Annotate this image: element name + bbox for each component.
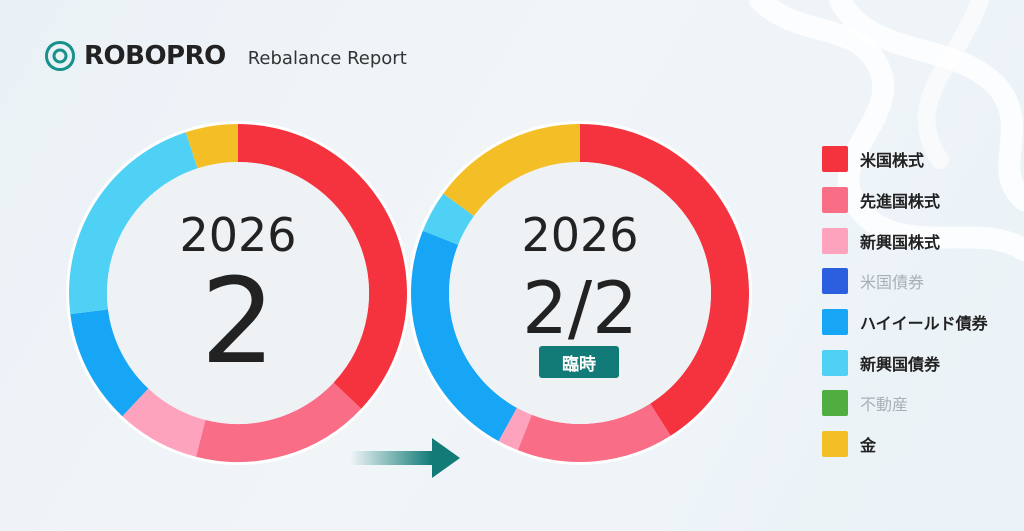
donut-slice [70, 308, 149, 417]
donut-center [449, 162, 711, 424]
legend-swatch [822, 431, 848, 458]
extraordinary-badge: 臨時 [539, 346, 619, 378]
new-period-date: 2/2 [522, 266, 638, 350]
donut-slice [517, 403, 671, 462]
legend-item: 米国株式 [822, 139, 988, 180]
arrow-right-icon [350, 438, 460, 478]
donut-slice [422, 193, 475, 246]
old-period-month: 2 [200, 252, 276, 390]
donut-slice [443, 124, 581, 217]
donut-slice [237, 124, 407, 409]
legend-label: 米国株式 [860, 151, 925, 171]
donut-slice [69, 132, 198, 315]
legend-item: 不動産 [822, 383, 988, 424]
legend-swatch [822, 390, 848, 417]
legend-label: 新興国債券 [860, 354, 941, 374]
legend-item: 新興国株式 [822, 220, 988, 261]
legend-label: ハイイールド債券 [860, 314, 988, 334]
legend-label: 先進国株式 [860, 192, 941, 212]
donut-slice [498, 407, 533, 451]
legend-swatch [822, 349, 848, 376]
legend-item: 新興国債券 [822, 342, 988, 383]
legend-item: ハイイールド債券 [822, 302, 988, 343]
header: ROBOPRO Rebalance Report [42, 38, 407, 74]
legend: 米国株式 先進国株式 新興国株式 米国債券 ハイイールド債券 新興国債券 不動産… [822, 139, 988, 465]
legend-item: 米国債券 [822, 261, 988, 302]
robopro-logo-icon [45, 41, 75, 71]
old-period-year: 2026 [179, 208, 297, 262]
legend-label: 米国債券 [860, 273, 925, 293]
legend-swatch [822, 309, 848, 336]
report-title: Rebalance Report [247, 47, 407, 69]
new-period-year: 2026 [521, 208, 639, 262]
legend-swatch [822, 146, 848, 173]
donut-slice [185, 124, 239, 169]
legend-label: 金 [860, 436, 877, 456]
legend-swatch [822, 227, 848, 254]
legend-label: 新興国株式 [860, 232, 941, 252]
donut-chart-2026-2-2 [408, 121, 752, 465]
legend-label: 不動産 [860, 395, 909, 415]
brand-name: ROBOPRO [84, 41, 226, 71]
donut-center [107, 162, 369, 424]
legend-swatch [822, 187, 848, 214]
legend-swatch [822, 268, 848, 295]
donut-slice [411, 230, 518, 442]
donut-chart-2026-2 [66, 121, 410, 465]
legend-item: 金 [822, 424, 988, 465]
legend-item: 先進国株式 [822, 180, 988, 221]
donut-slice [122, 388, 206, 457]
donut-slice [579, 124, 749, 436]
donut-slice [195, 382, 362, 462]
